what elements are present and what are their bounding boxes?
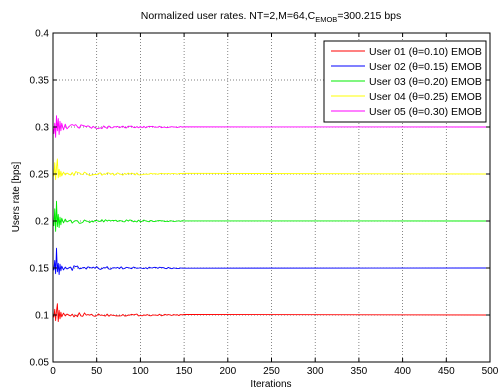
x-tick-label: 0 (50, 366, 56, 377)
series-line (52, 303, 491, 323)
y-tick-label: 0.3 (35, 123, 49, 134)
series-line (52, 115, 491, 138)
series-line (52, 200, 491, 232)
x-tick-label: 50 (91, 366, 103, 377)
legend-label: User 05 (θ=0.30) EMOB (369, 106, 482, 118)
series-line (52, 158, 491, 181)
chart-title: Normalized user rates. NT=2,M=64,CEMOB=3… (141, 10, 402, 24)
legend-label: User 01 (θ=0.10) EMOB (369, 46, 482, 58)
series-line (52, 247, 491, 276)
x-tick-label: 350 (351, 366, 368, 377)
axis-ticks: 0 50 100 150 200 250 300 350 400 450 500 0.05 0.1 0.1… (30, 29, 499, 378)
x-tick-label: 200 (219, 366, 236, 377)
legend-label: User 02 (θ=0.15) EMOB (369, 61, 482, 73)
x-tick-label: 150 (176, 366, 193, 377)
x-tick-label: 100 (132, 366, 149, 377)
y-axis-label: Users rate [bps] (11, 161, 22, 232)
y-tick-label: 0.35 (30, 76, 50, 87)
x-axis-label: Iterations (250, 379, 291, 390)
y-tick-label: 0.2 (35, 217, 49, 228)
y-tick-label: 0.05 (30, 358, 50, 369)
x-tick-label: 400 (394, 366, 411, 377)
x-tick-label: 300 (307, 366, 324, 377)
series-lines (52, 115, 491, 323)
legend: User 01 (θ=0.10) EMOB User 02 (θ=0.15) EM… (323, 40, 487, 123)
y-tick-label: 0.1 (35, 311, 49, 322)
y-tick-label: 0.25 (30, 170, 50, 181)
y-tick-label: 0.15 (30, 264, 50, 275)
legend-label: User 03 (θ=0.20) EMOB (369, 76, 482, 88)
y-tick-label: 0.4 (35, 29, 49, 40)
x-tick-label: 250 (263, 366, 280, 377)
legend-label: User 04 (θ=0.25) EMOB (369, 91, 482, 103)
x-tick-label: 450 (438, 366, 455, 377)
x-tick-label: 500 (482, 366, 499, 377)
